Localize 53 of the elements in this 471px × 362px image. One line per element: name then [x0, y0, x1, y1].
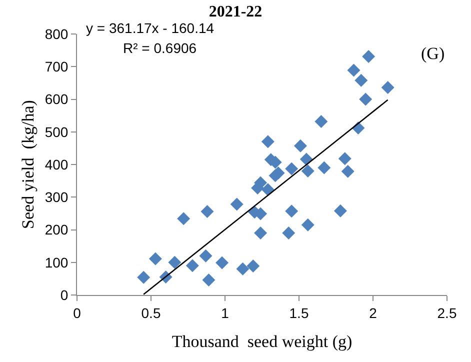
point: [254, 226, 268, 240]
point: [381, 81, 394, 94]
point: [294, 139, 307, 152]
point: [246, 259, 260, 272]
point: [285, 204, 298, 218]
y-tick-label: 300: [44, 189, 68, 206]
point: [202, 273, 216, 286]
point: [282, 226, 296, 240]
point: [301, 218, 314, 232]
point: [314, 114, 328, 128]
x-tick-label: 1.5: [289, 304, 309, 321]
point: [354, 74, 368, 87]
point: [168, 256, 182, 269]
point: [261, 135, 274, 148]
point: [338, 152, 352, 166]
y-tick-label: 500: [44, 124, 68, 140]
x-axis-title: Thousand seed weight (g): [172, 332, 352, 352]
x-tick-label: 0: [73, 304, 82, 321]
point: [301, 164, 314, 178]
point: [261, 183, 274, 196]
y-tick-label: 200: [44, 222, 68, 238]
point: [148, 252, 162, 266]
point: [359, 92, 372, 106]
chart-title: 2021-22: [208, 4, 262, 21]
point: [186, 259, 199, 272]
y-tick-label: 800: [44, 26, 68, 42]
point: [230, 198, 244, 211]
point: [341, 164, 354, 178]
point: [200, 204, 214, 218]
point: [236, 262, 250, 276]
point: [216, 256, 229, 270]
y-tick-label: 700: [44, 58, 68, 75]
point: [177, 212, 190, 226]
x-tick-label: 2: [369, 304, 378, 321]
y-tick-label: 100: [44, 254, 68, 270]
y-axis-title: Seed yield (kg/ha): [18, 100, 38, 229]
point: [199, 249, 212, 262]
annotation: R² = 0.6906: [123, 40, 197, 56]
point: [137, 270, 150, 284]
y-tick-label: 400: [44, 156, 68, 172]
point: [347, 64, 360, 77]
x-tick-label: 2.5: [437, 304, 457, 321]
x-tick-label: 1: [221, 304, 230, 321]
point: [285, 162, 298, 176]
point: [334, 204, 347, 218]
annotation: (G): [421, 44, 445, 63]
point: [268, 169, 282, 182]
annotation: y = 361.17x - 160.14: [86, 20, 214, 36]
x-tick-label: 0.5: [141, 304, 161, 321]
y-tick-label: 0: [60, 286, 68, 303]
y-tick-label: 600: [44, 91, 68, 108]
point: [362, 50, 376, 64]
point: [318, 161, 331, 174]
